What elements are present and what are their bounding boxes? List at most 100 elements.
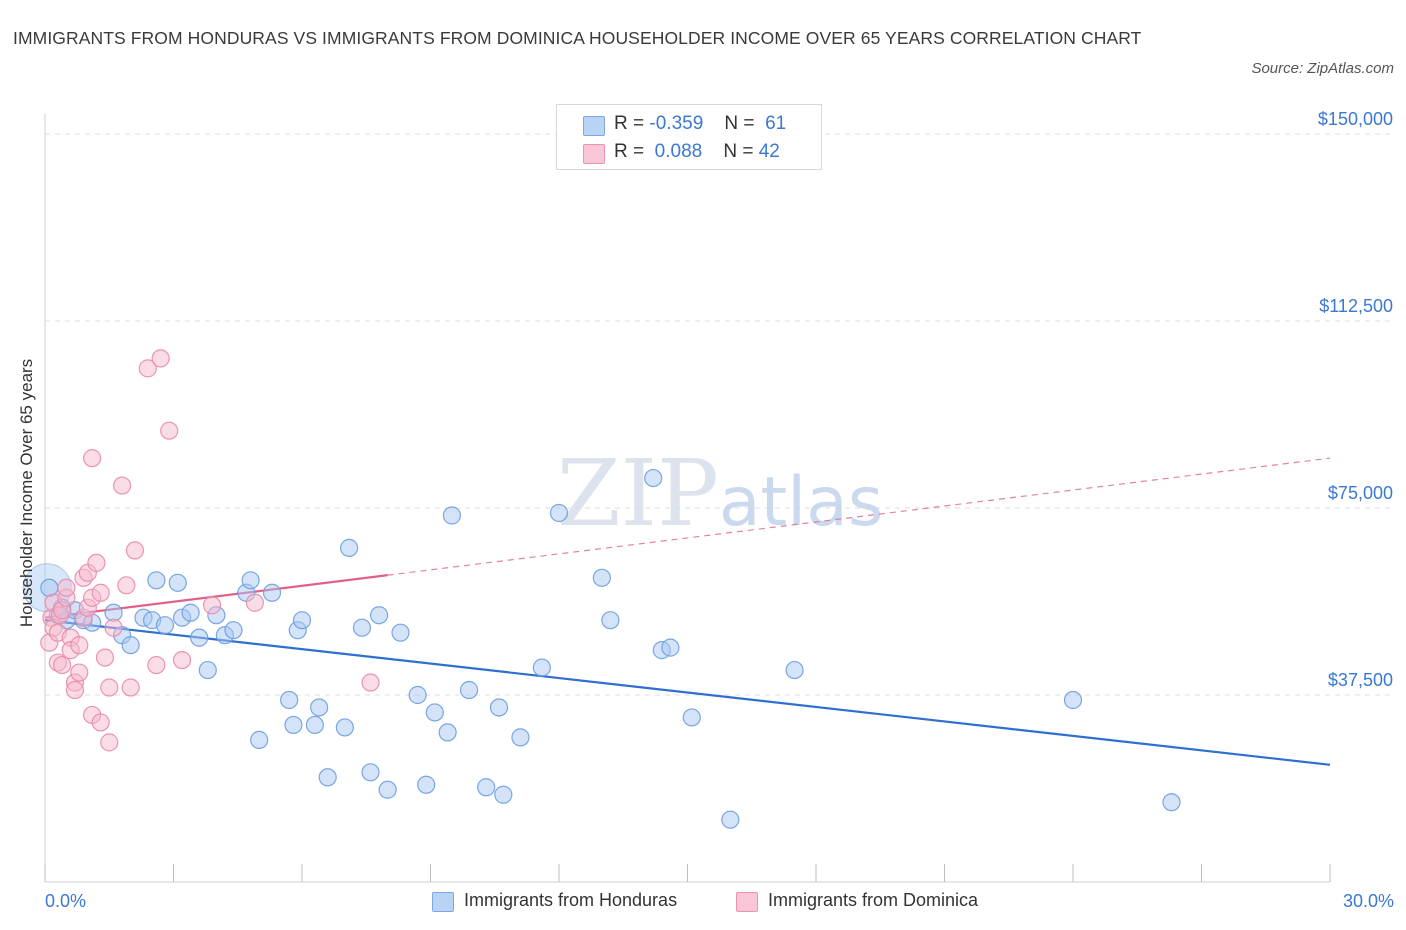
dominica-point <box>83 449 102 468</box>
honduras-point <box>198 660 217 680</box>
honduras-point <box>721 810 740 829</box>
dominica-point <box>121 678 140 697</box>
n-value-dominica: 42 <box>758 141 780 162</box>
axes <box>44 114 1331 883</box>
honduras-trend-line <box>44 619 1331 766</box>
dominica-point <box>95 648 115 667</box>
dominica-point <box>172 650 192 670</box>
honduras-point <box>601 611 620 630</box>
honduras-point <box>292 611 312 630</box>
honduras-point <box>511 728 530 747</box>
r-value-honduras: -0.359 <box>649 113 704 134</box>
dominica-legend-swatch <box>736 892 758 912</box>
dominica-point <box>100 733 119 752</box>
dominica-trend-line-dashed <box>387 457 1331 576</box>
honduras-point <box>442 506 462 525</box>
y-tick-label: $75,000 <box>1328 483 1393 503</box>
r-label: R = <box>614 141 645 162</box>
honduras-point <box>378 780 397 799</box>
honduras-point <box>155 616 175 635</box>
honduras-point <box>489 698 509 717</box>
stats-legend: R = -0.359 N = 61 R = 0.088 N = 42 <box>556 104 822 170</box>
honduras-point <box>785 660 804 680</box>
honduras-point <box>644 468 663 488</box>
honduras-swatch <box>583 116 605 136</box>
honduras-point <box>280 690 299 710</box>
dominica-point <box>125 541 145 560</box>
dominica-point <box>57 578 76 597</box>
source-label: Source: ZipAtlas.com <box>1251 60 1394 77</box>
dominica-point <box>202 596 222 615</box>
honduras-point <box>340 538 359 557</box>
dominica-point <box>245 593 264 612</box>
trend-lines <box>44 457 1331 766</box>
honduras-point <box>459 680 479 700</box>
y-tick-label: $37,500 <box>1328 670 1393 690</box>
r-value-dominica: 0.088 <box>654 141 703 162</box>
chart-title: IMMIGRANTS FROM HONDURAS VS IMMIGRANTS F… <box>13 28 1142 48</box>
r-label: R = <box>614 113 645 134</box>
y-tick-labels: $37,500 $75,000 $112,500 $150,000 <box>1318 109 1393 690</box>
dominica-point <box>151 349 170 368</box>
dominica-point <box>91 713 110 732</box>
y-tick-label: $112,500 <box>1319 296 1393 316</box>
x-max-label: 30.0% <box>1342 891 1394 911</box>
dominica-point <box>70 663 89 682</box>
honduras-point <box>370 606 389 625</box>
honduras-point <box>682 708 701 727</box>
honduras-point <box>241 571 260 590</box>
dominica-swatch <box>583 144 605 164</box>
n-label: N = <box>723 141 754 162</box>
honduras-point <box>532 658 551 677</box>
data-points <box>22 349 1181 829</box>
honduras-point <box>305 715 324 735</box>
honduras-point <box>661 638 680 657</box>
legend-label-honduras: Immigrants from Honduras <box>464 890 678 910</box>
y-axis-label: Householder Income Over 65 years <box>17 359 36 627</box>
honduras-legend-swatch <box>432 892 454 912</box>
n-value-honduras: 61 <box>765 113 787 134</box>
honduras-point <box>425 703 444 722</box>
honduras-point <box>250 730 269 749</box>
honduras-point <box>147 571 166 590</box>
x-min-label: 0.0% <box>45 891 87 911</box>
honduras-point <box>438 723 457 742</box>
honduras-point <box>592 568 611 587</box>
dominica-point <box>361 673 380 692</box>
honduras-point <box>352 618 372 637</box>
honduras-point <box>417 775 436 794</box>
honduras-point <box>477 778 496 797</box>
dominica-point <box>112 476 132 495</box>
honduras-point <box>168 573 187 592</box>
dominica-point <box>160 421 179 440</box>
honduras-point <box>494 785 513 804</box>
dominica-point <box>138 359 157 378</box>
honduras-point <box>408 685 427 705</box>
honduras-point <box>224 621 243 640</box>
dominica-point <box>53 655 72 675</box>
watermark: ZIPatlas <box>557 440 884 547</box>
honduras-point <box>190 628 209 647</box>
honduras-point <box>262 583 282 602</box>
grid-lines <box>45 133 1395 696</box>
honduras-point <box>40 578 59 597</box>
honduras-point <box>1063 690 1083 710</box>
dominica-point <box>87 553 106 572</box>
dominica-point <box>117 576 136 595</box>
dominica-point <box>70 636 89 655</box>
dominica-point <box>65 680 85 700</box>
dominica-point <box>147 655 166 675</box>
honduras-point <box>318 768 337 787</box>
honduras-point <box>121 636 140 655</box>
honduras-point <box>1162 793 1181 812</box>
dominica-point <box>104 618 123 637</box>
y-tick-label: $150,000 <box>1318 109 1393 129</box>
honduras-point <box>361 763 380 782</box>
honduras-point <box>335 718 354 737</box>
honduras-point <box>181 603 200 622</box>
dominica-point <box>100 678 119 697</box>
honduras-point <box>284 715 303 735</box>
dominica-trend-line <box>44 574 388 619</box>
legend-label-dominica: Immigrants from Dominica <box>768 890 979 910</box>
